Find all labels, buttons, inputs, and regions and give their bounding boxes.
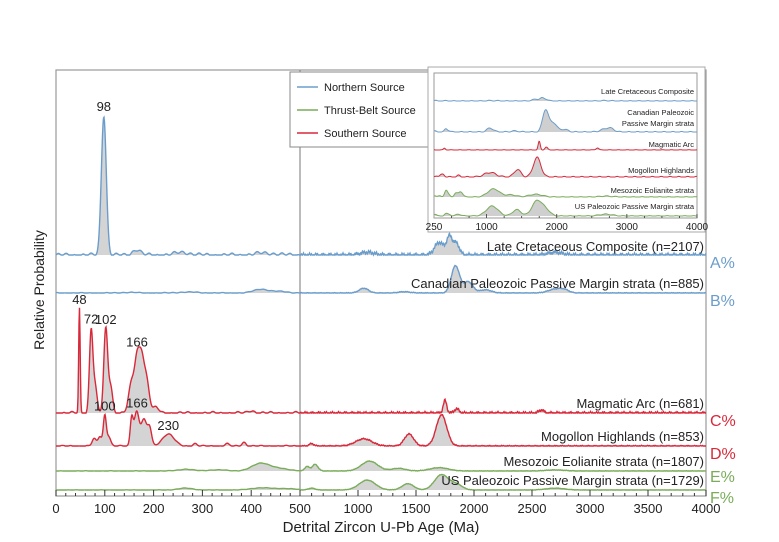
series-line <box>56 460 707 472</box>
inset-series-name: Mesozoic Eolianite strata <box>611 186 695 195</box>
series-name: Magmatic Arc (n=681) <box>576 396 704 411</box>
inset-series-name: Mogollon Highlands <box>628 166 694 175</box>
inset-x-tick-label: 1000 <box>475 222 498 233</box>
series-side-label: D% <box>710 446 736 463</box>
peak-label: 102 <box>95 312 117 327</box>
inset-chart: Late Cretaceous Composite Canadian Paleoz… <box>426 66 709 233</box>
inset-series-line <box>433 109 697 133</box>
series-line <box>55 307 707 415</box>
x-tick-label: 400 <box>240 501 262 516</box>
series-name: Canadian Paleozoic Passive Margin strata… <box>411 276 704 291</box>
main-labels: Late Cretaceous Composite (n=2107) A% 98 Ca… <box>72 99 736 507</box>
x-tick-label: 1000 <box>344 501 373 516</box>
x-tick-label: 500 <box>289 501 311 516</box>
inset-series-name: Magmatic Arc <box>649 140 695 149</box>
series-name: Mesozoic Eolianite strata (n=1807) <box>503 454 704 469</box>
legend-label: Northern Source <box>324 82 405 94</box>
peak-label: 48 <box>72 292 86 307</box>
inset-series-name: Passive Margin strata <box>622 119 695 128</box>
series-name: Mogollon Highlands (n=853) <box>541 429 704 444</box>
y-axis-label: Relative Probability <box>31 230 47 350</box>
x-tick-label: 3000 <box>576 501 605 516</box>
peak-label: 98 <box>97 99 111 114</box>
inset-series-name: Canadian Paleozoic <box>627 108 694 117</box>
x-tick-label: 2000 <box>460 501 489 516</box>
inset-series-fill <box>434 200 697 216</box>
series-line <box>56 264 707 294</box>
series-name: Late Cretaceous Composite (n=2107) <box>487 239 704 254</box>
x-tick-label: 4000 <box>692 501 721 516</box>
inset-series-name: US Paleozoic Passive Margin strata <box>575 202 695 211</box>
inset-x-tick-label: 2000 <box>546 222 569 233</box>
series-line <box>56 410 706 447</box>
peak-label: 166 <box>126 335 148 350</box>
x-tick-label: 0 <box>52 501 59 516</box>
series-fill <box>56 461 706 471</box>
series-side-label: B% <box>710 293 735 310</box>
legend-label: Thrust-Belt Source <box>324 105 416 117</box>
inset-x-tick-label: 250 <box>426 222 443 233</box>
legend-label: Southern Source <box>324 128 407 140</box>
inset-series-line <box>433 97 697 102</box>
inset-x-tick-label: 4000 <box>686 222 709 233</box>
x-tick-label: 300 <box>192 501 214 516</box>
peak-label: 72 <box>84 312 98 327</box>
inset-series-fill <box>434 188 697 197</box>
peak-label: 166 <box>126 395 148 410</box>
main-curves <box>55 115 707 491</box>
inset-series-line <box>433 156 697 178</box>
series-side-label: C% <box>710 413 736 430</box>
legend: Northern Source Thrust-Belt Source Souther… <box>289 71 433 148</box>
x-tick-label: 200 <box>143 501 165 516</box>
peak-label: 100 <box>94 399 116 414</box>
x-axis-label: Detrital Zircon U-Pb Age (Ma) <box>283 519 480 536</box>
inset-border <box>433 72 698 219</box>
x-tick-label: 2500 <box>518 501 547 516</box>
series-side-label: F% <box>710 490 734 507</box>
series-side-label: E% <box>710 469 735 486</box>
inset-series-line <box>434 140 698 151</box>
x-tick-label: 1500 <box>402 501 431 516</box>
inset-series-name: Late Cretaceous Composite <box>601 87 694 96</box>
series-side-label: A% <box>710 255 735 272</box>
series-name: US Paleozoic Passive Margin strata (n=17… <box>441 473 704 488</box>
x-axis: 0 100 200 300 400 500 1000 1500 2000 2500 3000 3500… <box>52 490 720 516</box>
x-tick-label: 100 <box>94 501 116 516</box>
series-line <box>55 115 707 257</box>
inset-series-line <box>433 188 698 198</box>
peak-label: 230 <box>157 418 179 433</box>
x-tick-label: 3500 <box>634 501 663 516</box>
inset-series-line <box>433 199 697 217</box>
inset-x-tick-label: 3000 <box>616 222 639 233</box>
series-line <box>56 473 706 491</box>
